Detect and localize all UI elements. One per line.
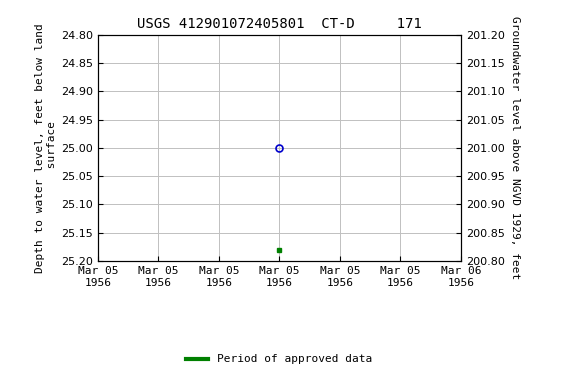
Y-axis label: Depth to water level, feet below land
 surface: Depth to water level, feet below land su… xyxy=(35,23,57,273)
Legend: Period of approved data: Period of approved data xyxy=(182,350,377,369)
Y-axis label: Groundwater level above NGVD 1929, feet: Groundwater level above NGVD 1929, feet xyxy=(510,16,520,280)
Title: USGS 412901072405801  CT-D     171: USGS 412901072405801 CT-D 171 xyxy=(137,17,422,31)
